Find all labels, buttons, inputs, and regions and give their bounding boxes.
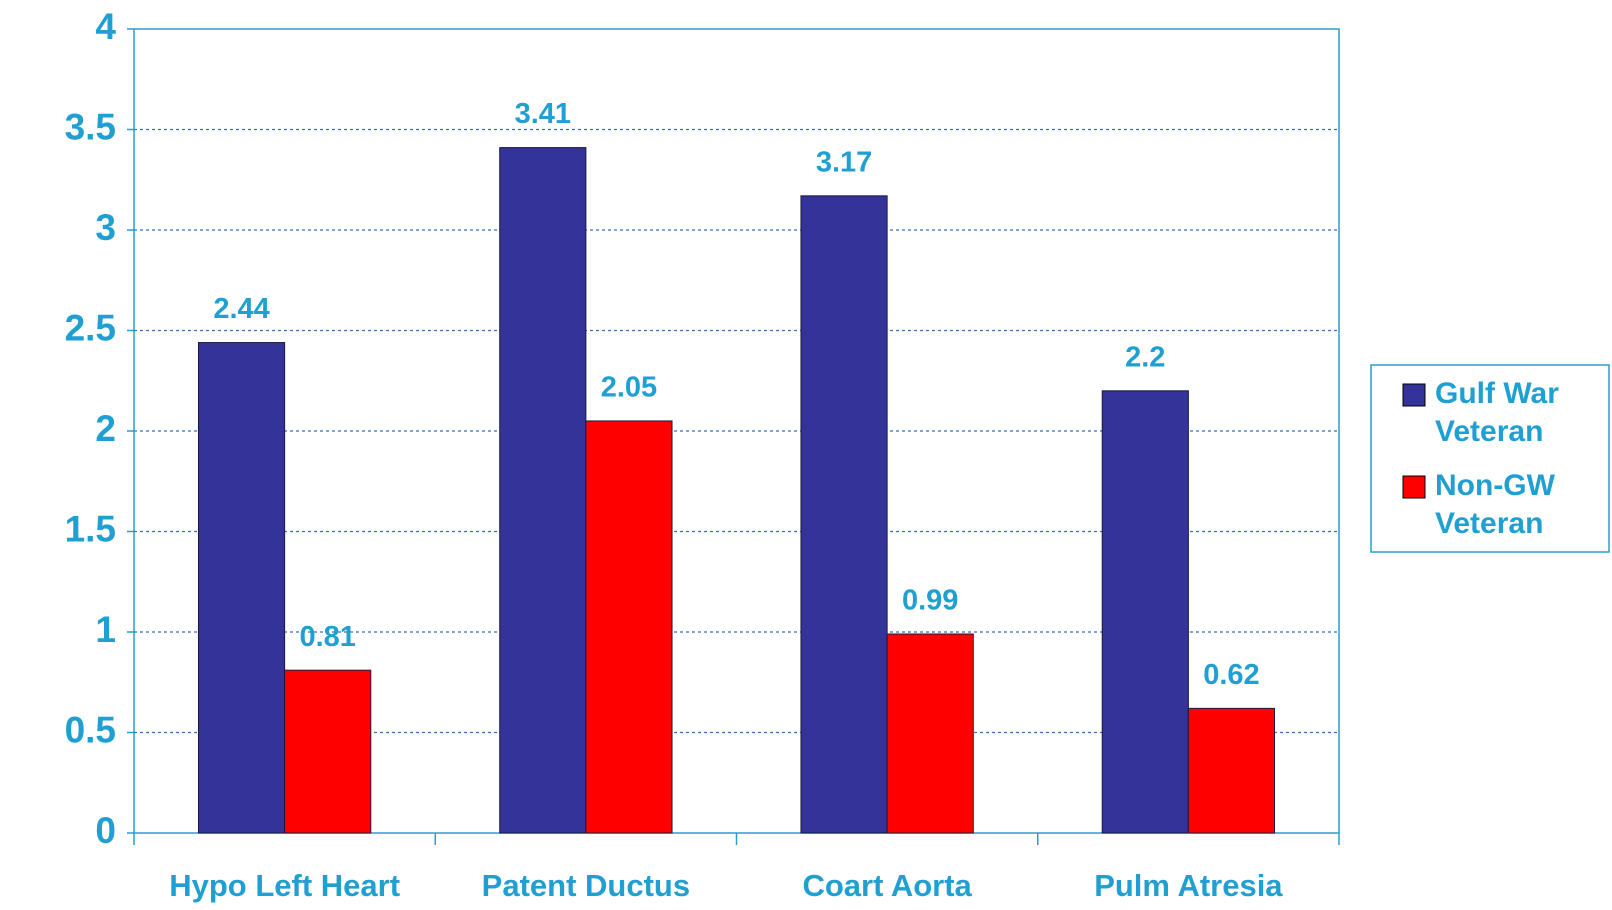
x-tick-label: Pulm Atresia xyxy=(1094,868,1283,903)
legend-label: Gulf War Veteran xyxy=(1435,377,1559,448)
legend-swatch xyxy=(1402,383,1426,407)
y-tick-label: 4 xyxy=(95,6,116,47)
x-tick-label: Coart Aorta xyxy=(802,868,972,903)
bar xyxy=(886,633,974,834)
value-label: 0.62 xyxy=(1203,659,1259,691)
y-tick-label: 1 xyxy=(95,609,116,650)
value-label: 2.05 xyxy=(601,372,657,404)
bar xyxy=(499,147,587,834)
bar xyxy=(585,420,673,834)
y-tick-label: 3.5 xyxy=(65,106,116,147)
bar xyxy=(284,669,372,834)
y-tick-label: 0.5 xyxy=(65,709,116,750)
value-label: 0.81 xyxy=(299,621,355,653)
y-tick-label: 2 xyxy=(95,408,116,449)
value-label: 2.2 xyxy=(1125,341,1165,373)
bar xyxy=(1101,390,1189,834)
legend-swatch xyxy=(1402,475,1426,499)
x-tick-label: Patent Ductus xyxy=(482,868,690,903)
y-tick-label: 0 xyxy=(95,810,116,851)
legend-label: Non-GW Veteran xyxy=(1435,469,1556,540)
y-tick-label: 1.5 xyxy=(65,508,116,549)
y-tick-label: 3 xyxy=(95,207,116,248)
y-tick-label: 2.5 xyxy=(65,307,116,348)
legend-box xyxy=(1370,364,1610,553)
value-label: 0.99 xyxy=(902,585,958,617)
x-tick-label: Hypo Left Heart xyxy=(169,868,400,903)
bar xyxy=(800,195,888,834)
value-label: 3.17 xyxy=(816,146,872,178)
value-label: 3.41 xyxy=(515,98,571,130)
bar xyxy=(197,342,286,834)
value-label: 2.44 xyxy=(213,293,269,325)
bar xyxy=(1187,707,1276,834)
